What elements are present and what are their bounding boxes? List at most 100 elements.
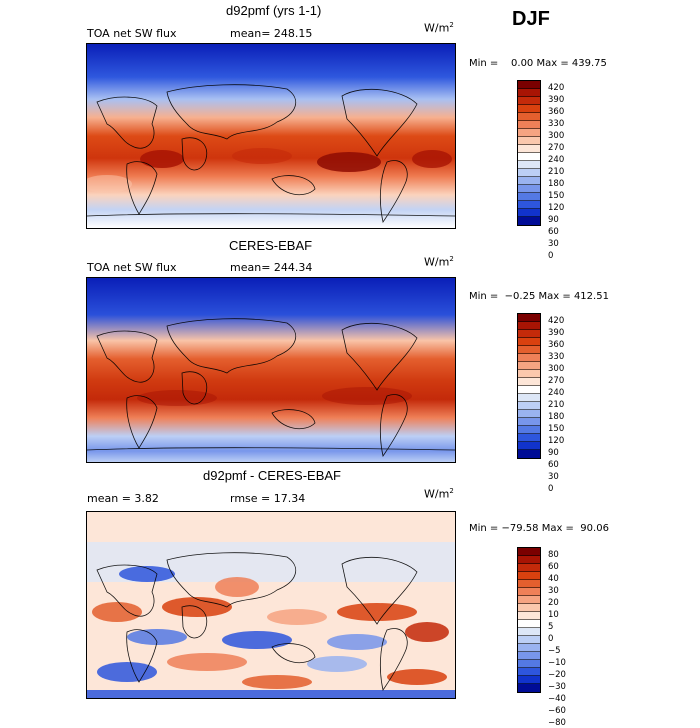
colorbar-tick: 390 xyxy=(548,328,565,338)
panel2-colorbar xyxy=(517,313,541,459)
panel1-colorbar-swatch xyxy=(518,129,540,137)
panel1-colorbar-swatch xyxy=(518,105,540,113)
panel3-map xyxy=(86,511,456,699)
panel3-colorbar-swatch xyxy=(518,684,540,692)
panel1-colorbar-swatch xyxy=(518,81,540,89)
panel3-title: d92pmf - CERES-EBAF xyxy=(203,468,341,483)
panel2-colorbar-swatch xyxy=(518,450,540,458)
panel2-colorbar-swatch xyxy=(518,402,540,410)
panel1-colorbar-swatch xyxy=(518,153,540,161)
colorbar-tick: 420 xyxy=(548,316,565,326)
colorbar-tick: 210 xyxy=(548,167,565,177)
colorbar-tick: 210 xyxy=(548,400,565,410)
panel1-colorbar-swatch xyxy=(518,169,540,177)
panel1-minmax: Min = 0.00 Max = 439.75 xyxy=(469,58,607,69)
panel3-mean-label: mean = 3.82 xyxy=(87,492,159,505)
panel2-colorbar-swatch xyxy=(518,314,540,322)
colorbar-tick: −5 xyxy=(548,646,561,656)
panel1-colorbar-swatch xyxy=(518,185,540,193)
panel3-colorbar-swatch xyxy=(518,652,540,660)
panel3-colorbar-swatch xyxy=(518,628,540,636)
colorbar-tick: 30 xyxy=(548,472,559,482)
colorbar-tick: 0 xyxy=(548,484,554,494)
colorbar-tick: 60 xyxy=(548,460,559,470)
colorbar-tick: 10 xyxy=(548,610,559,620)
panel3-colorbar-swatch xyxy=(518,668,540,676)
panel1-map xyxy=(86,43,456,229)
colorbar-tick: 240 xyxy=(548,388,565,398)
colorbar-tick: 5 xyxy=(548,622,554,632)
panel3-colorbar-swatch xyxy=(518,612,540,620)
panel2-colorbar-swatch xyxy=(518,378,540,386)
panel2-mean-label: mean= 244.34 xyxy=(230,261,313,274)
panel1-colorbar-swatch xyxy=(518,217,540,225)
panel3-colorbar-swatch xyxy=(518,620,540,628)
panel1-colorbar-swatch xyxy=(518,209,540,217)
panel1-title: d92pmf (yrs 1-1) xyxy=(226,3,322,18)
panel1-colorbar-swatch xyxy=(518,145,540,153)
panel3-units: W/m2 xyxy=(424,487,454,501)
panel3-colorbar xyxy=(517,547,541,693)
colorbar-tick: 120 xyxy=(548,436,565,446)
panel1-colorbar-swatch xyxy=(518,177,540,185)
panel1-colorbar xyxy=(517,80,541,226)
colorbar-tick: −80 xyxy=(548,718,566,728)
colorbar-tick: 80 xyxy=(548,550,559,560)
colorbar-tick: 60 xyxy=(548,227,559,237)
panel3-colorbar-swatch xyxy=(518,588,540,596)
panel2-colorbar-swatch xyxy=(518,434,540,442)
colorbar-tick: −40 xyxy=(548,694,566,704)
panel3-colorbar-swatch xyxy=(518,572,540,580)
colorbar-tick: 0 xyxy=(548,251,554,261)
colorbar-tick: 330 xyxy=(548,352,565,362)
colorbar-tick: 300 xyxy=(548,131,565,141)
colorbar-tick: 60 xyxy=(548,562,559,572)
panel2-colorbar-swatch xyxy=(518,330,540,338)
panel1-units: W/m2 xyxy=(424,21,454,35)
panel3-colorbar-swatch xyxy=(518,564,540,572)
colorbar-tick: 30 xyxy=(548,586,559,596)
colorbar-tick: 330 xyxy=(548,119,565,129)
panel1-colorbar-swatch xyxy=(518,89,540,97)
colorbar-tick: 390 xyxy=(548,95,565,105)
colorbar-tick: 0 xyxy=(548,634,554,644)
panel3-colorbar-swatch xyxy=(518,556,540,564)
panel3-colorbar-swatch xyxy=(518,596,540,604)
colorbar-tick: 40 xyxy=(548,574,559,584)
panel2-colorbar-swatch xyxy=(518,394,540,402)
panel2-title: CERES-EBAF xyxy=(229,238,313,253)
colorbar-tick: 180 xyxy=(548,412,565,422)
colorbar-tick: −30 xyxy=(548,682,566,692)
panel1-mean-label: mean= 248.15 xyxy=(230,27,313,40)
colorbar-tick: −20 xyxy=(548,670,566,680)
panel3-rmse-label: rmse = 17.34 xyxy=(230,492,306,505)
colorbar-tick: 120 xyxy=(548,203,565,213)
colorbar-tick: 270 xyxy=(548,143,565,153)
panel1-colorbar-swatch xyxy=(518,137,540,145)
panel2-map xyxy=(86,277,456,463)
panel2-colorbar-swatch xyxy=(518,322,540,330)
season-label: DJF xyxy=(512,8,550,30)
panel1-colorbar-swatch xyxy=(518,161,540,169)
colorbar-tick: 360 xyxy=(548,340,565,350)
panel1-colorbar-swatch xyxy=(518,113,540,121)
colorbar-tick: 300 xyxy=(548,364,565,374)
colorbar-tick: 360 xyxy=(548,107,565,117)
panel2-colorbar-swatch xyxy=(518,386,540,394)
panel3-colorbar-swatch xyxy=(518,580,540,588)
colorbar-tick: −10 xyxy=(548,658,566,668)
panel3-colorbar-swatch xyxy=(518,636,540,644)
panel2-colorbar-swatch xyxy=(518,346,540,354)
panel2-colorbar-swatch xyxy=(518,362,540,370)
colorbar-tick: 90 xyxy=(548,215,559,225)
colorbar-tick: 270 xyxy=(548,376,565,386)
panel3-colorbar-swatch xyxy=(518,548,540,556)
panel2-colorbar-swatch xyxy=(518,338,540,346)
panel2-minmax: Min = −0.25 Max = 412.51 xyxy=(469,291,609,302)
colorbar-tick: 180 xyxy=(548,179,565,189)
panel3-colorbar-swatch xyxy=(518,604,540,612)
panel2-field-label: TOA net SW flux xyxy=(87,261,177,274)
colorbar-tick: 150 xyxy=(548,191,565,201)
panel1-colorbar-swatch xyxy=(518,201,540,209)
colorbar-tick: 150 xyxy=(548,424,565,434)
